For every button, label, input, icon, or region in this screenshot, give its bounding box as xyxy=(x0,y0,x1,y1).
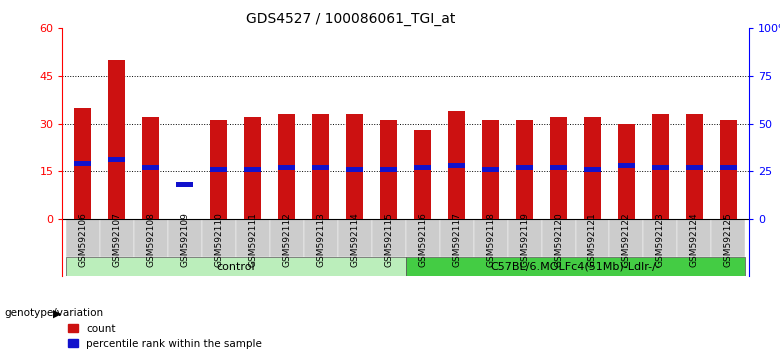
Bar xyxy=(168,219,202,257)
Bar xyxy=(244,117,261,219)
Bar xyxy=(236,219,270,257)
Bar xyxy=(541,219,576,257)
Bar xyxy=(312,114,329,219)
Text: GSM592106: GSM592106 xyxy=(78,212,87,267)
Text: genotype/variation: genotype/variation xyxy=(4,308,103,318)
Bar xyxy=(550,165,567,170)
Text: GSM592108: GSM592108 xyxy=(146,212,155,267)
Bar xyxy=(211,120,227,219)
Text: GSM592118: GSM592118 xyxy=(486,212,495,267)
Bar xyxy=(278,114,295,219)
Bar xyxy=(346,167,363,172)
Bar xyxy=(74,161,91,166)
Bar xyxy=(584,117,601,219)
Bar xyxy=(448,163,465,168)
Bar xyxy=(108,60,126,219)
Bar xyxy=(312,165,329,170)
Bar xyxy=(176,182,193,187)
Bar xyxy=(142,165,159,170)
Text: GSM592125: GSM592125 xyxy=(724,212,733,267)
Bar xyxy=(440,219,473,257)
Text: GSM592110: GSM592110 xyxy=(215,212,223,267)
Bar xyxy=(508,219,541,257)
Text: GSM592107: GSM592107 xyxy=(112,212,121,267)
Text: GSM592122: GSM592122 xyxy=(622,212,631,267)
Bar xyxy=(380,120,397,219)
Text: ▶: ▶ xyxy=(53,308,62,318)
Bar xyxy=(414,165,431,170)
Bar xyxy=(406,257,746,276)
Text: GSM592116: GSM592116 xyxy=(418,212,427,267)
Bar xyxy=(406,219,440,257)
Bar xyxy=(618,124,635,219)
Bar xyxy=(338,219,371,257)
Bar xyxy=(346,114,363,219)
Bar xyxy=(74,108,91,219)
Title: GDS4527 / 100086061_TGI_at: GDS4527 / 100086061_TGI_at xyxy=(246,12,456,26)
Text: control: control xyxy=(216,262,255,272)
Bar xyxy=(211,167,227,172)
Bar xyxy=(550,117,567,219)
Bar xyxy=(516,120,533,219)
Bar xyxy=(652,165,669,170)
Text: GSM592120: GSM592120 xyxy=(554,212,563,267)
Bar xyxy=(576,219,609,257)
Bar xyxy=(303,219,338,257)
Bar xyxy=(584,167,601,172)
Text: C57BL/6.MOLFc4(51Mb)-Ldlr-/-: C57BL/6.MOLFc4(51Mb)-Ldlr-/- xyxy=(491,262,661,272)
Bar xyxy=(270,219,303,257)
Text: GSM592119: GSM592119 xyxy=(520,212,529,267)
Bar xyxy=(380,167,397,172)
Bar xyxy=(482,167,499,172)
Bar xyxy=(618,163,635,168)
Text: GSM592124: GSM592124 xyxy=(690,212,699,267)
Bar xyxy=(686,165,703,170)
Bar xyxy=(473,219,508,257)
Bar xyxy=(720,120,737,219)
Bar xyxy=(371,219,406,257)
Bar xyxy=(244,167,261,172)
Bar xyxy=(652,114,669,219)
Bar xyxy=(133,219,168,257)
Bar xyxy=(482,120,499,219)
Bar xyxy=(142,117,159,219)
Bar xyxy=(720,165,737,170)
Bar xyxy=(100,219,133,257)
Bar xyxy=(414,130,431,219)
Bar xyxy=(108,158,126,162)
Bar xyxy=(448,111,465,219)
Bar xyxy=(66,257,406,276)
Text: GSM592115: GSM592115 xyxy=(384,212,393,267)
Bar xyxy=(711,219,746,257)
Legend: count, percentile rank within the sample: count, percentile rank within the sample xyxy=(68,324,262,349)
Text: GSM592123: GSM592123 xyxy=(656,212,665,267)
Bar xyxy=(202,219,236,257)
Bar xyxy=(66,219,100,257)
Bar xyxy=(686,114,703,219)
Text: GSM592111: GSM592111 xyxy=(248,212,257,267)
Text: GSM592109: GSM592109 xyxy=(180,212,190,267)
Text: GSM592114: GSM592114 xyxy=(350,212,359,267)
Bar xyxy=(62,219,749,276)
Text: GSM592121: GSM592121 xyxy=(588,212,597,267)
Bar xyxy=(609,219,644,257)
Bar xyxy=(278,165,295,170)
Text: GSM592117: GSM592117 xyxy=(452,212,461,267)
Bar xyxy=(678,219,711,257)
Bar xyxy=(516,165,533,170)
Text: GSM592113: GSM592113 xyxy=(316,212,325,267)
Text: GSM592112: GSM592112 xyxy=(282,212,291,267)
Bar xyxy=(644,219,678,257)
